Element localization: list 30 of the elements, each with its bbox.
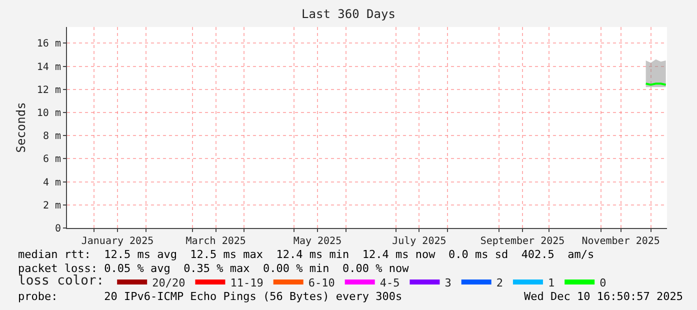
- x-tick-label: November 2025: [582, 236, 660, 247]
- x-tick-label: May 2025: [293, 236, 342, 247]
- text: probe: 20 IPv6-ICMP Echo Pings (56 Bytes) every 300s: [18, 290, 402, 303]
- chart-title: Last 360 Days: [302, 7, 396, 22]
- x-tick-label: July 2025: [392, 236, 446, 247]
- y-tick-label: 8 m: [42, 131, 61, 142]
- legend-label: 11-19: [230, 276, 264, 290]
- y-tick-label: 0: [54, 224, 61, 234]
- legend-label: 0: [600, 276, 606, 290]
- y-tick-label: 12 m: [36, 84, 61, 96]
- y-tick-label: 14 m: [36, 62, 61, 73]
- y-tick-label: 6 m: [42, 154, 61, 166]
- legend-title: loss color:: [18, 273, 104, 288]
- y-tick-label: 16 m: [36, 38, 61, 50]
- x-tick-label: January 2025: [81, 236, 154, 247]
- y-tick-label: 10 m: [36, 108, 61, 119]
- x-tick-label: March 2025: [186, 236, 246, 247]
- text: median rtt: 12.5 ms avg 12.5 ms max 12.4 ms min 12.4 ms now 0.0 ms sd 402.5 am/s: [18, 248, 594, 261]
- legend-label: 4-5: [380, 276, 400, 290]
- y-tick-label: 2 m: [42, 200, 61, 212]
- y-axis-title: Seconds: [14, 102, 28, 153]
- y-tick-label: 4 m: [42, 177, 61, 188]
- x-tick-label: September 2025: [480, 236, 565, 247]
- legend-label: 1: [548, 276, 555, 290]
- legend-label: 6-10: [308, 276, 335, 290]
- legend-label: 3: [444, 276, 452, 290]
- text: Wed Dec 10 16:50:57 2025: [524, 290, 683, 303]
- text: packet loss: 0.05 % avg 0.35 % max 0.00 % min 0.00 % now: [18, 262, 410, 275]
- legend-label: 2: [496, 276, 503, 290]
- legend-label: 20/20: [152, 276, 186, 290]
